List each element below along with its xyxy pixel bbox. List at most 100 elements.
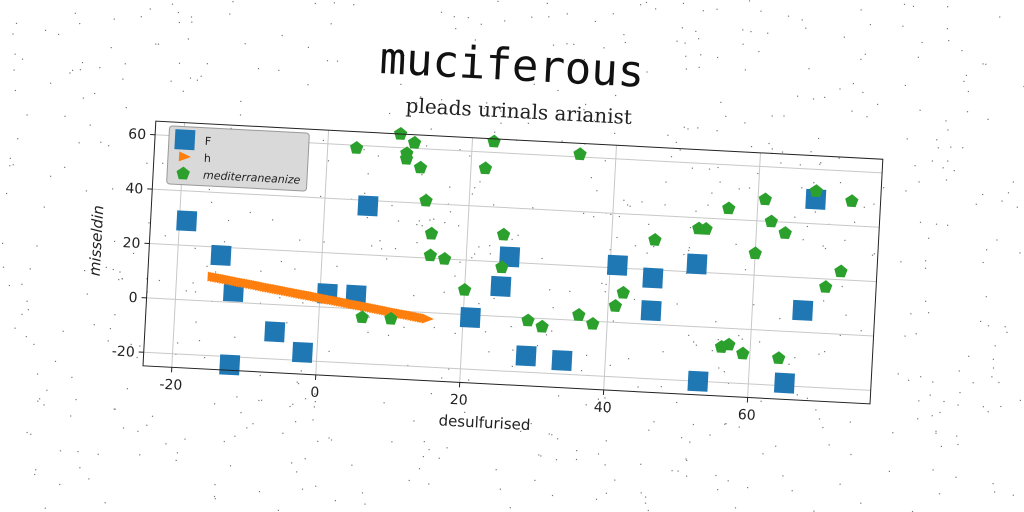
noise-speck	[44, 29, 47, 31]
noise-speck	[113, 408, 115, 410]
noise-speck	[987, 411, 989, 413]
noise-speck	[742, 43, 744, 45]
noise-speck	[50, 82, 52, 84]
noise-speck	[25, 336, 27, 338]
data-point	[413, 160, 428, 174]
noise-speck	[428, 483, 430, 485]
noise-speck	[334, 500, 336, 502]
data-point	[616, 285, 630, 299]
noise-speck	[820, 162, 822, 164]
legend-marker	[176, 166, 190, 180]
noise-speck	[982, 261, 984, 264]
noise-speck	[727, 480, 729, 482]
noise-speck	[211, 201, 213, 203]
noise-speck	[677, 470, 679, 472]
noise-speck	[822, 426, 824, 429]
data-point	[407, 135, 422, 149]
noise-speck	[190, 16, 193, 18]
noise-speck	[146, 278, 148, 280]
noise-speck	[860, 330, 862, 332]
noise-speck	[17, 138, 19, 140]
noise-speck	[683, 253, 685, 256]
noise-speck	[43, 206, 45, 208]
noise-speck	[987, 118, 989, 120]
noise-speck	[551, 330, 553, 332]
noise-speck	[195, 321, 197, 323]
noise-speck	[177, 342, 179, 344]
noise-speck	[530, 423, 532, 425]
noise-speck	[551, 434, 553, 436]
noise-speck	[762, 453, 764, 455]
noise-speck	[982, 63, 984, 65]
noise-speck	[215, 271, 217, 273]
data-layer	[176, 126, 859, 394]
series-2	[207, 271, 434, 324]
data-point	[210, 244, 232, 266]
data-point	[458, 282, 472, 296]
noise-speck	[294, 268, 296, 270]
noise-speck	[328, 437, 330, 439]
noise-speck	[585, 404, 587, 406]
noise-speck	[738, 335, 740, 337]
noise-speck	[547, 62, 549, 64]
noise-speck	[700, 54, 702, 56]
noise-speck	[367, 331, 369, 333]
noise-speck	[72, 69, 74, 71]
noise-speck	[511, 238, 513, 241]
noise-speck	[35, 469, 37, 471]
noise-speck	[426, 145, 428, 147]
noise-speck	[760, 10, 762, 12]
noise-speck	[860, 58, 862, 60]
noise-speck	[534, 479, 536, 481]
noise-speck	[750, 146, 753, 148]
noise-speck	[552, 307, 554, 309]
noise-speck	[408, 479, 410, 482]
noise-speck	[688, 247, 690, 249]
noise-speck	[692, 423, 694, 426]
noise-speck	[937, 147, 939, 149]
noise-speck	[240, 100, 242, 102]
noise-speck	[458, 225, 460, 227]
noise-speck	[843, 36, 845, 38]
noise-speck	[994, 345, 996, 347]
noise-speck	[771, 148, 773, 150]
noise-speck	[852, 83, 854, 85]
noise-speck	[517, 234, 519, 236]
noise-speck	[418, 220, 420, 222]
noise-speck	[947, 160, 949, 162]
noise-speck	[194, 291, 197, 293]
noise-speck	[767, 32, 769, 34]
noise-speck	[697, 127, 699, 129]
noise-speck	[1001, 200, 1003, 202]
noise-speck	[808, 68, 810, 70]
noise-speck	[234, 435, 236, 437]
legend-label: mediterraneanize	[203, 169, 301, 187]
noise-speck	[200, 75, 202, 77]
noise-speck	[79, 69, 81, 71]
noise-speck	[239, 114, 242, 116]
noise-speck	[230, 127, 232, 129]
noise-speck	[277, 509, 279, 511]
noise-speck	[100, 141, 102, 143]
noise-speck	[612, 13, 614, 15]
noise-speck	[176, 452, 178, 454]
noise-speck	[946, 28, 948, 30]
noise-speck	[623, 199, 625, 201]
noise-speck	[322, 139, 324, 141]
noise-speck	[307, 84, 309, 86]
noise-speck	[112, 188, 114, 190]
noise-speck	[444, 222, 446, 224]
noise-speck	[109, 328, 111, 330]
noise-speck	[314, 393, 316, 395]
noise-speck	[433, 326, 435, 329]
noise-speck	[624, 41, 626, 44]
noise-speck	[429, 219, 431, 221]
noise-speck	[107, 340, 109, 342]
noise-speck	[583, 212, 585, 214]
noise-speck	[196, 79, 198, 81]
noise-speck	[326, 60, 329, 62]
noise-speck	[645, 496, 647, 498]
noise-speck	[146, 162, 148, 164]
noise-speck	[998, 381, 1000, 384]
noise-speck	[317, 440, 319, 442]
